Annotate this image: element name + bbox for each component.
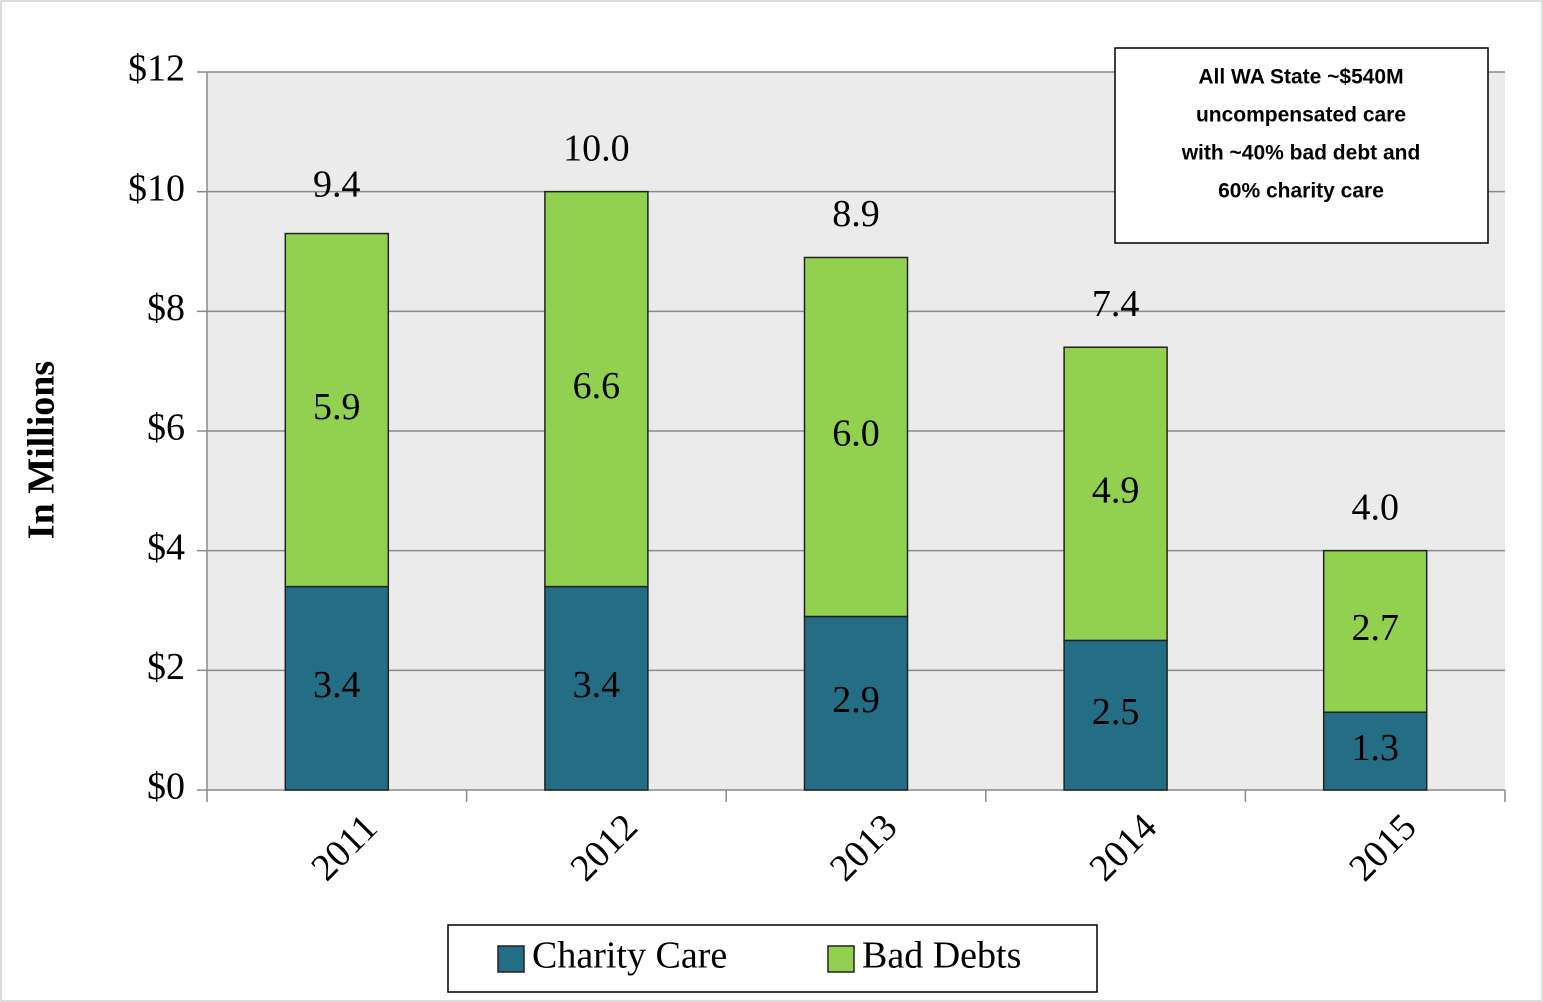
annotation-line: All WA State ~$540M xyxy=(1198,66,1403,89)
y-axis-label: In Millions xyxy=(21,361,63,539)
bar-segment xyxy=(1322,549,1428,713)
bar-segment xyxy=(284,232,390,588)
data-label: 2.7 xyxy=(1351,607,1399,649)
bar-segment xyxy=(803,256,909,618)
total-label: 9.4 xyxy=(313,163,361,205)
bar-segment xyxy=(803,615,909,791)
y-tick-label: $12 xyxy=(128,48,185,90)
bar-segment xyxy=(1063,639,1168,791)
legend-label: Charity Care xyxy=(532,935,727,977)
legend-label: Bad Debts xyxy=(862,935,1021,977)
data-label: 3.4 xyxy=(313,664,361,706)
bar-segment xyxy=(544,585,649,791)
data-label: 3.4 xyxy=(573,664,621,706)
legend-box xyxy=(447,924,1098,993)
bar-segment xyxy=(284,585,390,791)
data-label: 2.5 xyxy=(1092,691,1140,733)
data-label: 1.3 xyxy=(1351,727,1399,769)
legend-swatch xyxy=(827,945,855,973)
total-label: 8.9 xyxy=(832,193,880,235)
bar-segment xyxy=(1063,346,1168,642)
bar-segment xyxy=(1322,711,1428,791)
bar-segment xyxy=(544,190,649,588)
data-label: 2.9 xyxy=(832,679,880,721)
data-label: 4.9 xyxy=(1092,470,1140,512)
data-label: 6.0 xyxy=(832,413,880,455)
y-tick-label: $4 xyxy=(147,526,185,568)
annotation-line: uncompensated care xyxy=(1196,104,1406,127)
total-label: 7.4 xyxy=(1092,283,1140,325)
annotation-line: 60% charity care xyxy=(1218,180,1384,203)
y-tick-label: $0 xyxy=(147,766,185,808)
total-label: 4.0 xyxy=(1351,486,1399,528)
data-label: 6.6 xyxy=(573,365,621,407)
total-label: 10.0 xyxy=(563,127,630,169)
data-label: 5.9 xyxy=(313,386,361,428)
y-tick-label: $2 xyxy=(147,646,185,688)
legend-swatch xyxy=(497,945,525,973)
annotation-line: with ~40% bad debt and xyxy=(1181,142,1421,165)
y-tick-label: $6 xyxy=(147,407,185,449)
y-tick-label: $8 xyxy=(147,287,185,329)
annotation-box xyxy=(1114,47,1489,244)
y-tick-label: $10 xyxy=(128,167,185,209)
